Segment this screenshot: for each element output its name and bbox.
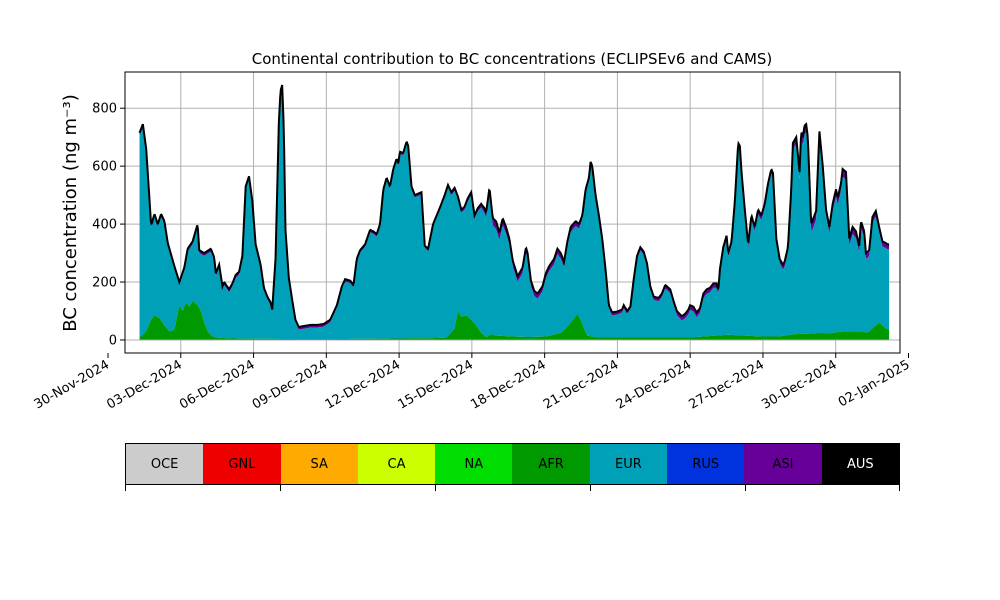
y-tick-label: 200 — [92, 276, 117, 291]
plot-frame — [124, 71, 901, 354]
area-eur — [139, 87, 890, 340]
x-tick-label: 30-Nov-2024 — [32, 357, 112, 412]
x-tick-label: 02-Jan-2025 — [836, 357, 913, 410]
region-legend: OCE GNL SA CA NA AFR EUR RUS ASI AUS — [125, 443, 900, 485]
legend-cell-rus: RUS — [667, 444, 745, 484]
x-tick-label: 06-Dec-2024 — [177, 357, 257, 412]
area-na — [139, 339, 890, 340]
legend-cell-asi: ASI — [744, 444, 822, 484]
legend-cell-afr: AFR — [512, 444, 590, 484]
x-tick-label: 30-Dec-2024 — [759, 357, 839, 412]
area-layers — [138, 84, 890, 340]
legend-cell-aus: AUS — [821, 444, 899, 484]
y-tick-label: 0 — [109, 333, 117, 348]
y-tick-label: 400 — [92, 218, 117, 233]
legend-cell-ca: CA — [357, 444, 436, 484]
legend-ticks — [125, 485, 900, 493]
x-tick-label: 09-Dec-2024 — [250, 357, 330, 412]
x-tick-label: 24-Dec-2024 — [614, 357, 694, 412]
x-tick-label: 12-Dec-2024 — [323, 357, 403, 412]
x-axis: 30-Nov-202403-Dec-202406-Dec-202409-Dec-… — [32, 353, 913, 413]
legend-cell-eur: EUR — [589, 444, 668, 484]
x-tick-label: 03-Dec-2024 — [104, 357, 184, 412]
x-tick-label: 21-Dec-2024 — [541, 357, 621, 412]
legend-cell-sa: SA — [280, 444, 358, 484]
area-afr — [139, 300, 890, 340]
y-tick-label: 800 — [92, 102, 117, 117]
x-tick-label: 18-Dec-2024 — [468, 357, 548, 412]
y-tick-label: 600 — [92, 160, 117, 175]
x-tick-label: 27-Dec-2024 — [687, 357, 767, 412]
legend-cell-na: NA — [435, 444, 513, 484]
y-axis: 0 200 400 600 800 — [92, 102, 125, 348]
y-axis-label: BC concentration (ng m⁻³) — [60, 94, 81, 332]
chart-title: Continental contribution to BC concentra… — [252, 50, 773, 68]
total-line-aus — [138, 84, 890, 329]
x-tick-label: 15-Dec-2024 — [395, 357, 475, 412]
legend-cell-oce: OCE — [126, 444, 204, 484]
legend-cell-gnl: GNL — [203, 444, 281, 484]
